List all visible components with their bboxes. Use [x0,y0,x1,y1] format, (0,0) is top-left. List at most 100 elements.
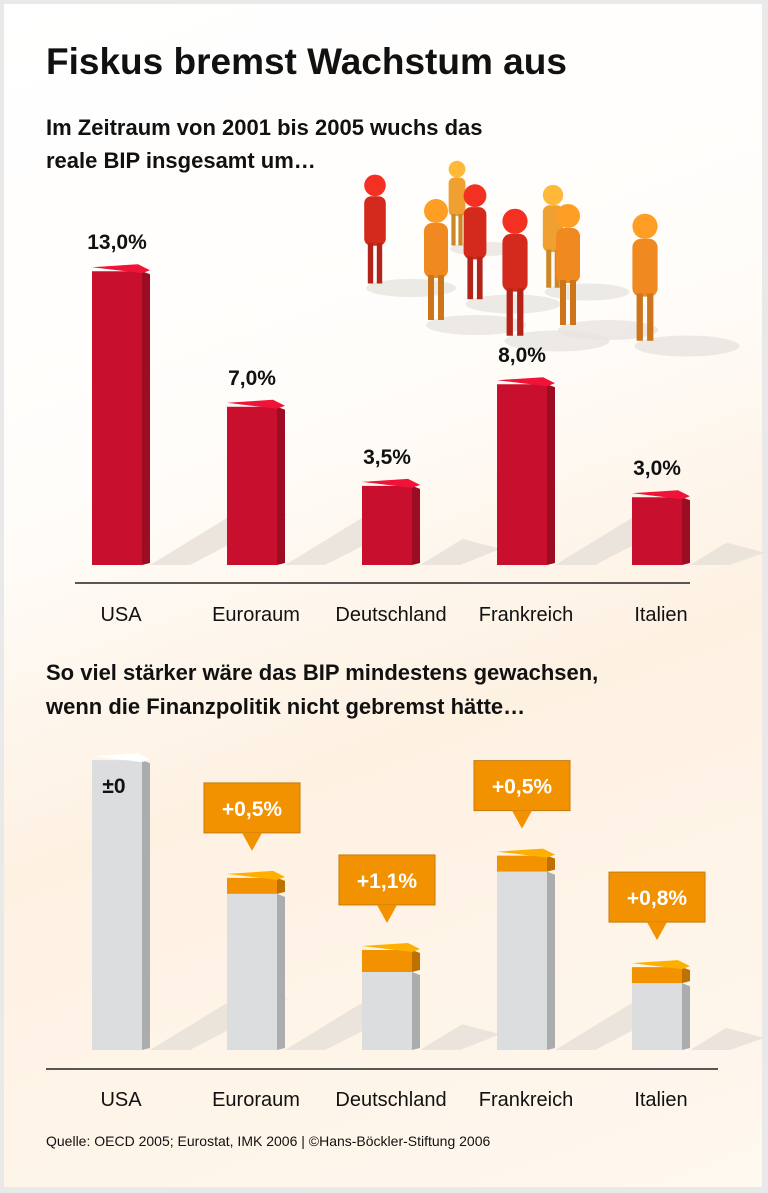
category-label: USA [100,604,142,626]
category-label: Frankreich [479,604,573,626]
figure-head [463,184,487,208]
bar-base-side [412,971,420,1050]
bar-top [227,399,285,409]
category-label: Euroraum [212,1089,300,1111]
figure-head [364,174,386,197]
figure-leg [467,256,474,300]
bar-increment-side [412,949,420,972]
chart2-bars: ±0 +0,5% +1,1% +0,5% +0,8% [92,753,765,1050]
bar-increment [227,877,277,894]
callout-pointer [647,922,667,941]
bar-top [362,478,420,488]
chart2-title-line1: So viel stärker wäre das BIP mindestens … [46,660,598,685]
figure-head [424,199,448,223]
bar-base-side [682,983,690,1050]
bar-side [412,485,420,565]
people-illustration [364,160,740,357]
bar-base-side [277,893,285,1050]
bar [632,497,682,565]
data-label: 3,5% [363,446,411,469]
figure-leg [428,275,434,320]
data-label: 8,0% [498,344,546,367]
bar-side [277,406,285,565]
bar-increment-side [682,967,690,984]
callout-box [473,760,571,812]
figure-leg [570,280,576,325]
figure-head [632,213,658,239]
callout-pointer [377,904,397,923]
category-label: Frankreich [479,1089,573,1111]
category-label: Deutschland [335,1089,446,1111]
figure-body [632,238,658,297]
data-label: +0,5% [492,776,552,799]
page-title: Fiskus bremst Wachstum aus [46,41,567,82]
data-label: +1,1% [357,870,417,893]
bar-base-side [142,760,150,1050]
bar-shadow [420,538,501,565]
bar-top [632,490,690,500]
bar-base [92,760,142,1050]
callout-box [608,871,706,923]
figure-body [502,233,528,292]
bar-top [92,264,150,274]
figure-body [556,228,580,283]
callout-pointer [242,832,262,851]
data-label: ±0 [102,775,125,798]
bar-top [92,753,150,763]
figure-shadow [465,294,561,314]
figure-head [542,184,564,206]
figure-shadow [634,335,740,357]
figure-head [502,208,528,234]
figure-leg [451,214,456,246]
chart1-title-line2: reale BIP insgesamt um… [46,148,316,173]
bar-top [497,377,555,387]
chart1-title-line1: Im Zeitraum von 2001 bis 2005 wuchs das [46,115,483,140]
callout-box [338,854,436,906]
bar-side [142,271,150,565]
figure-leg [476,256,483,300]
bar-increment [362,949,412,972]
figure-head [556,204,580,228]
figure-head [448,160,466,178]
bar-base [362,971,412,1050]
bar-base [632,983,682,1050]
bar-base [227,893,277,1050]
figure-leg [458,214,463,246]
figure-body [463,207,487,260]
bar-base-side [547,871,555,1050]
bar-shadow [420,1024,501,1050]
bar-side [682,497,690,565]
data-label: 3,0% [633,457,681,480]
figure-shadow [426,315,526,335]
callout-pointer [512,810,532,829]
category-label: Deutschland [335,604,446,626]
bar-increment [632,967,682,984]
bar [227,406,277,565]
bar [497,384,547,565]
figure-leg [506,288,513,336]
category-label: Italien [634,1089,687,1111]
callout-box [203,782,301,834]
figure-leg [560,280,566,325]
bar-top [497,848,555,858]
figure-leg [376,243,383,284]
figure-leg [647,293,654,341]
bar-increment-side [547,855,555,872]
figure-leg [636,293,643,341]
bar-side [547,384,555,565]
category-label: Italien [634,604,687,626]
data-label: +0,8% [627,887,687,910]
chart1-bars: 13,0% 7,0% 3,5% 8,0% 3,0% [87,231,765,565]
bar-top [362,942,420,952]
data-label: 13,0% [87,231,147,254]
figure-shadow [558,320,658,340]
data-label: +0,5% [222,798,282,821]
bar-increment [497,855,547,872]
chart2-title-line2: wenn die Finanzpolitik nicht gebremst hä… [45,694,525,719]
bar [362,485,412,565]
data-label: 7,0% [228,367,276,390]
bar-base [497,871,547,1050]
bar-top [632,960,690,970]
bar-increment-side [277,877,285,894]
